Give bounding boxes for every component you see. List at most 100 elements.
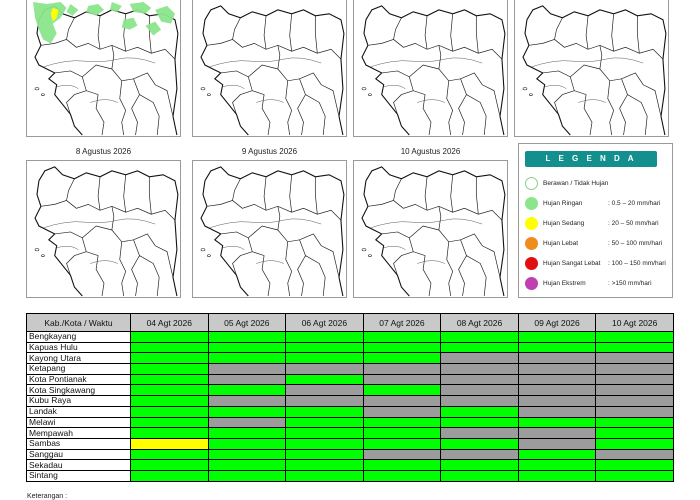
forecast-cell <box>130 416 209 429</box>
legend-label: Hujan Sedang <box>543 219 585 227</box>
region-name: Kota Pontianak <box>26 373 131 386</box>
region-name: Ketapang <box>26 363 131 375</box>
forecast-cell <box>595 363 674 375</box>
column-header-date: 05 Agt 2026 <box>207 313 287 332</box>
forecast-cell <box>362 352 442 365</box>
forecast-cell <box>130 331 209 343</box>
map-panel-2 <box>192 0 347 137</box>
forecast-cell <box>285 352 364 365</box>
legend-title: L E G E N D A <box>525 151 657 167</box>
map-graphic <box>34 166 179 297</box>
map-title: 8 Agustus 2026 <box>75 147 132 156</box>
forecast-cell <box>517 416 597 429</box>
forecast-cell <box>440 384 519 397</box>
legend-item-light: Hujan Ringan : 0.5 – 20 mm/hari <box>525 196 660 210</box>
legend-item-very-heavy: Hujan Sangat Lebat : 100 – 150 mm/hari <box>525 256 666 270</box>
column-header-date: 09 Agt 2026 <box>517 313 597 332</box>
map-graphic <box>361 166 506 297</box>
legend-label: Berawan / Tidak Hujan <box>543 179 609 187</box>
forecast-cell <box>517 448 597 461</box>
legend-range: : >150 mm/hari <box>608 279 652 287</box>
table-row: Ketapang <box>26 363 674 375</box>
forecast-cell <box>130 384 209 397</box>
map-title: 9 Agustus 2026 <box>241 147 298 156</box>
table-body: Bengkayang Kapuas Hulu Kayong Utara Ketapan… <box>26 331 674 482</box>
forecast-cell <box>362 427 442 439</box>
circle-icon <box>525 256 538 270</box>
forecast-cell <box>595 427 674 439</box>
table-row: Kota Pontianak <box>26 373 674 386</box>
region-name: Landak <box>26 405 131 418</box>
forecast-cell <box>362 405 442 418</box>
forecast-cell <box>285 363 364 375</box>
table-row: Sambas <box>26 437 674 450</box>
forecast-cell <box>285 427 364 439</box>
legend-range: : 20 – 50 mm/hari <box>608 219 659 227</box>
region-name: Sambas <box>26 437 131 450</box>
forecast-cell <box>440 469 519 482</box>
forecast-cell <box>440 448 519 461</box>
forecast-cell <box>130 459 209 471</box>
forecast-cell <box>207 448 287 461</box>
map-title: 10 Agustus 2026 <box>400 147 461 156</box>
forecast-cell <box>285 384 364 397</box>
forecast-cell <box>130 405 209 418</box>
forecast-cell <box>440 459 519 471</box>
map-panel-3 <box>353 0 508 137</box>
forecast-cell <box>595 405 674 418</box>
map-graphic <box>33 1 179 136</box>
forecast-cell <box>595 341 674 354</box>
forecast-table: Kab./Kota / Waktu 04 Agt 2026 05 Agt 202… <box>26 313 674 482</box>
table-row: Kubu Raya <box>26 395 674 407</box>
forecast-cell <box>207 437 287 450</box>
region-name: Mempawah <box>26 427 131 439</box>
column-header-date: 10 Agt 2026 <box>595 313 674 332</box>
forecast-cell <box>517 341 597 354</box>
forecast-cell <box>207 363 287 375</box>
table-row: Sintang <box>26 469 674 482</box>
forecast-cell <box>595 373 674 386</box>
legend-label: Hujan Sangat Lebat <box>543 259 601 267</box>
legend-label: Hujan Ekstrem <box>543 279 586 287</box>
forecast-cell <box>440 352 519 365</box>
forecast-cell <box>362 469 442 482</box>
circle-icon <box>525 276 538 290</box>
table-row: Mempawah <box>26 427 674 439</box>
legend-label: Hujan Ringan <box>543 199 583 207</box>
column-header-date: 04 Agt 2026 <box>130 313 209 332</box>
forecast-cell <box>595 331 674 343</box>
forecast-cell <box>207 341 287 354</box>
forecast-cell <box>207 384 287 397</box>
forecast-cell <box>285 341 364 354</box>
table-row: Melawi <box>26 416 674 429</box>
legend-item-moderate: Hujan Sedang : 20 – 50 mm/hari <box>525 216 659 230</box>
forecast-cell <box>362 341 442 354</box>
column-header-date: 08 Agt 2026 <box>440 313 519 332</box>
forecast-cell <box>207 405 287 418</box>
forecast-cell <box>207 459 287 471</box>
map-panel-7: 10 Agustus 2026 <box>353 147 508 298</box>
forecast-cell <box>130 448 209 461</box>
map-graphic <box>361 5 506 136</box>
forecast-cell <box>362 416 442 429</box>
forecast-cell <box>440 405 519 418</box>
forecast-cell <box>440 373 519 386</box>
forecast-cell <box>362 448 442 461</box>
forecast-cell <box>207 352 287 365</box>
column-header-date: 07 Agt 2026 <box>362 313 442 332</box>
forecast-cell <box>285 469 364 482</box>
forecast-cell <box>517 363 597 375</box>
forecast-cell <box>517 405 597 418</box>
forecast-cell <box>130 395 209 407</box>
forecast-cell <box>207 395 287 407</box>
circle-icon <box>525 176 538 190</box>
forecast-cell <box>130 427 209 439</box>
map-panel-5: 8 Agustus 2026 <box>26 147 181 298</box>
forecast-cell <box>517 331 597 343</box>
forecast-cell <box>285 437 364 450</box>
forecast-cell <box>440 331 519 343</box>
region-name: Sekadau <box>26 459 131 471</box>
forecast-cell <box>362 363 442 375</box>
map-panel-1 <box>26 0 181 137</box>
map-graphic <box>200 166 345 297</box>
